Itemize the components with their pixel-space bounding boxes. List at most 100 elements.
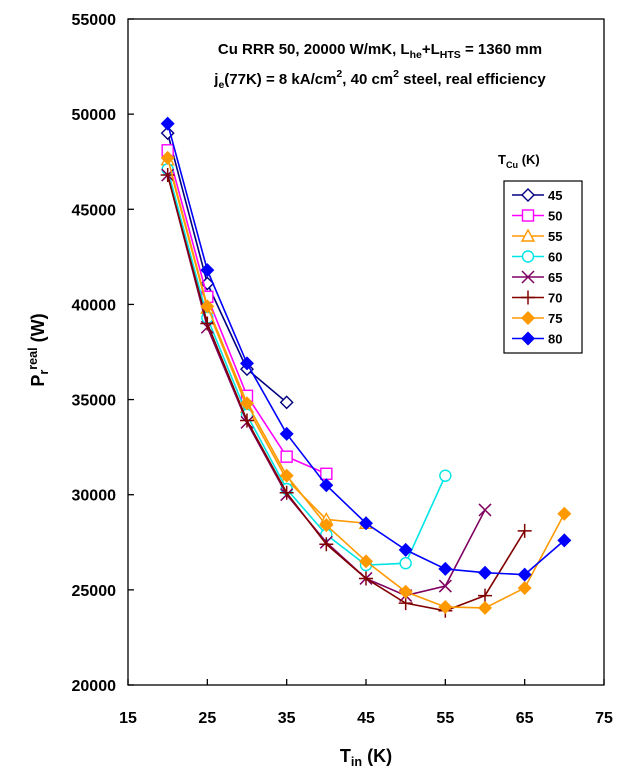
y-axis-label-part: r [37,370,51,375]
series-line-70 [166,174,526,612]
y-tick-label: 35000 [72,393,117,410]
x-tick-label: 55 [436,710,454,727]
chart-title-line-2-part: , 40 cm [342,71,393,88]
legend-title-part: T [498,152,506,167]
legend-box [503,180,583,354]
series-55 [160,152,374,529]
legend-marker [521,270,535,284]
chart-title-line-2-part: 2 [336,68,342,80]
data-point [478,503,492,517]
legend-label: 80 [548,332,562,347]
chart-title: Cu RRR 50, 20000 W/mK, Lhe+LHTS = 1360 m… [213,41,546,91]
series-75 [160,150,572,615]
data-point [517,523,532,538]
data-point [517,567,532,582]
chart-title-line-2-part: (77K) = 8 kA/cm [224,71,336,88]
x-axis-label-part: (K) [362,746,392,766]
data-point [557,506,572,521]
data-point [398,542,413,557]
data-point [200,299,215,314]
x-tick-label: 65 [516,710,534,727]
x-tick-label: 25 [198,710,216,727]
data-point [319,518,334,533]
chart-title-line-2-part: 2 [393,68,399,80]
data-point [478,600,492,615]
data-point [240,413,254,428]
data-point [439,469,452,482]
data-point [279,468,294,483]
legend-marker [521,331,535,346]
y-tick-label: 30000 [72,488,117,505]
chart-title-line-2: je(77K) = 8 kA/cm2, 40 cm2 steel, real e… [213,68,546,91]
chart-title-line-1-part: Cu RRR 50, 20000 W/mK, L [218,41,410,58]
y-tick-label: 20000 [72,678,117,695]
data-point [200,263,215,278]
legend-label: 45 [548,188,562,203]
legend-label: 75 [548,311,562,326]
data-point [438,579,452,593]
y-axis-label-part: real [26,347,40,369]
legend-label: 70 [548,291,562,306]
y-axis-label-part: (W) [28,313,48,347]
data-point [200,316,215,331]
series-70 [160,168,532,618]
y-tick-label: 40000 [72,297,117,314]
legend-item-45: 45 [512,188,562,203]
data-point [517,580,532,595]
y-tick-label: 45000 [72,202,117,219]
data-point [478,588,492,603]
x-axis-label-part: in [351,755,362,769]
data-point [319,537,334,552]
x-tick-label: 75 [595,710,613,727]
legend-marker [520,228,536,242]
data-point [279,426,294,441]
y-tick-label: 50000 [72,107,117,124]
legend-marker [521,290,535,305]
legend-item-70: 70 [512,290,562,306]
data-point [279,395,294,410]
x-axis-label-part: T [340,746,351,766]
data-point [478,565,492,580]
series-line-45 [166,132,288,404]
legend-label: 60 [548,250,562,265]
legend-label: 65 [548,270,562,285]
data-point [280,450,293,463]
x-tick-label: 45 [357,710,375,727]
data-point [438,599,453,614]
legend-title: TCu (K) [498,152,540,170]
legend-item-55: 55 [512,228,562,244]
data-point [320,467,333,480]
data-point [359,554,373,569]
legend-title-part: (K) [518,152,540,167]
legend-item-60: 60 [512,250,562,265]
chart-title-line-1-part: HTS [440,49,461,61]
data-point [398,584,413,599]
x-tick-label: 35 [278,710,296,727]
legend-item-75: 75 [512,311,562,326]
y-tick-label: 25000 [72,583,117,600]
legend: TCu (K) 45 50 55 60 65 70 75 80 [498,152,583,354]
legend-item-50: 50 [512,209,562,224]
legend-marker [521,311,535,325]
legend-label: 55 [548,229,562,244]
legend-marker [521,250,535,263]
y-axis-label-part: P [28,375,48,387]
data-point [240,396,254,411]
series-line-55 [166,159,367,525]
data-point [438,561,453,576]
legend-marker [521,188,535,202]
chart-title-line-2-part: steel, real efficiency [399,71,546,88]
data-point [359,571,373,586]
series-line-60 [166,169,447,566]
data-point [399,557,412,570]
y-axis-label: Prreal (W) [26,313,51,386]
data-point [240,356,254,371]
axes: 20000 25000 30000 35000 40000 45000 50000 55000… [26,12,613,769]
series-80 [160,116,572,582]
x-tick-label: 15 [119,710,137,727]
legend-item-65: 65 [512,270,562,285]
y-tick-label: 55000 [72,12,117,29]
data-point [279,485,294,500]
legend-title-part: Cu [506,160,518,170]
